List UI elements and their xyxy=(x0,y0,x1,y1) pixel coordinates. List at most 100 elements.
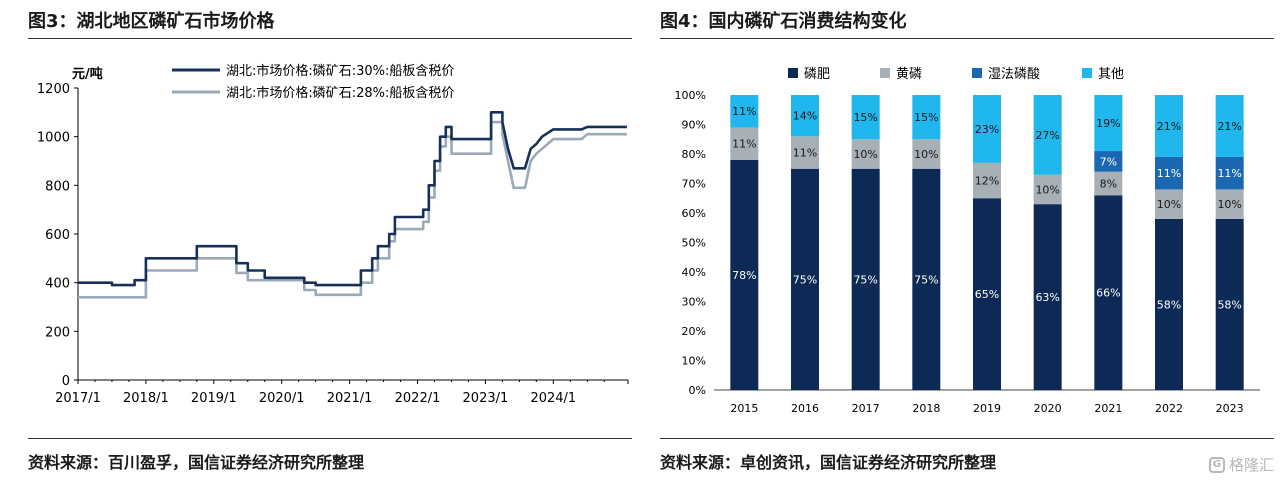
bar-segment xyxy=(973,198,1001,390)
data-label: 75% xyxy=(853,273,877,286)
bar-segment xyxy=(1215,156,1244,190)
bar-segment xyxy=(1033,95,1062,175)
y-tick-label: 90% xyxy=(682,119,706,132)
x-tick-label: 2019 xyxy=(973,402,1001,415)
legend-label: 黄磷 xyxy=(896,67,922,82)
data-label: 14% xyxy=(793,110,817,123)
y-tick-label: 600 xyxy=(45,228,70,243)
bar-segment xyxy=(851,139,880,169)
legend-label: 湖北:市场价格:磷矿石:30%:船板含税价 xyxy=(226,63,454,79)
bar-chart-source: 资料来源：卓创资讯，国信证券经济研究所整理 xyxy=(660,438,1274,473)
data-label: 12% xyxy=(975,175,999,188)
x-tick-label: 2023 xyxy=(1216,402,1244,415)
x-tick-label: 2021/1 xyxy=(327,391,373,406)
data-label: 21% xyxy=(1217,120,1241,133)
bar-chart-title: 图4：国内磷矿石消费结构变化 xyxy=(660,0,1274,39)
bar-segment xyxy=(1215,218,1244,390)
bar-segment xyxy=(1215,95,1244,157)
y-tick-label: 30% xyxy=(682,296,706,309)
legend-swatch xyxy=(1082,68,1092,78)
bar-segment xyxy=(791,168,819,390)
data-label: 58% xyxy=(1157,298,1181,311)
bar-segment xyxy=(791,95,819,137)
bar-segment xyxy=(1215,189,1244,219)
x-tick-label: 2016 xyxy=(791,402,819,415)
bar-segment xyxy=(1094,195,1123,390)
bar-segment xyxy=(1155,95,1183,157)
legend-swatch xyxy=(972,68,982,78)
bar-segment xyxy=(730,127,759,160)
watermark-text: 格隆汇 xyxy=(1228,456,1274,474)
y-tick-label: 0 xyxy=(62,374,70,389)
y-tick-label: 50% xyxy=(682,237,706,250)
bar-segment xyxy=(912,95,941,140)
data-label: 10% xyxy=(853,148,877,161)
bar-segment xyxy=(1094,95,1123,152)
y-tick-label: 20% xyxy=(682,325,706,338)
y-tick-label: 60% xyxy=(682,207,706,220)
bar-segment xyxy=(973,95,1001,163)
bar-segment xyxy=(1094,171,1123,196)
data-label: 66% xyxy=(1096,287,1120,300)
series-line-30pct xyxy=(78,111,627,287)
series-line-28pct xyxy=(78,120,627,299)
data-label: 11% xyxy=(732,105,756,118)
legend-swatch xyxy=(880,68,890,78)
line-chart-panel: 图3：湖北地区磷矿石市场价格 0 200 400 600 800 1000 1200 2017… xyxy=(28,0,632,472)
data-label: 78% xyxy=(732,269,756,282)
x-tick-label: 2020/1 xyxy=(259,391,305,406)
line-chart: 0 200 400 600 800 1000 1200 2017/1 2018/1 2019/1 2… xyxy=(37,63,629,406)
y-unit-label: 元/吨 xyxy=(72,66,103,82)
x-tick-label: 2018 xyxy=(912,402,940,415)
bar-segment xyxy=(1033,174,1062,205)
legend-label: 湿法磷酸 xyxy=(988,67,1040,82)
bar-segment xyxy=(912,168,941,390)
x-tick-label: 2020 xyxy=(1034,402,1062,415)
legend-swatch xyxy=(788,68,798,78)
data-label: 11% xyxy=(1217,167,1241,180)
y-tick-label: 200 xyxy=(45,325,70,340)
data-label: 58% xyxy=(1217,298,1241,311)
data-label: 15% xyxy=(853,111,877,124)
bar-segment xyxy=(730,159,759,390)
x-tick-label: 2024/1 xyxy=(530,391,576,406)
bar-segment xyxy=(1033,204,1062,390)
data-label: 23% xyxy=(975,123,999,136)
y-tick-label: 10% xyxy=(682,355,706,368)
bar-segment xyxy=(973,162,1001,199)
x-tick-label: 2022/1 xyxy=(395,391,441,406)
x-tick-label: 2017 xyxy=(852,402,880,415)
bar-segment xyxy=(791,136,819,169)
data-label: 19% xyxy=(1096,117,1120,130)
data-label: 11% xyxy=(732,138,756,151)
bar-segment xyxy=(1155,156,1183,190)
y-tick-label: 1200 xyxy=(37,82,70,97)
legend-label: 磷肥 xyxy=(804,67,830,82)
bar-segment xyxy=(1094,151,1123,172)
y-tick-label: 0% xyxy=(689,384,706,397)
bar-segment xyxy=(1155,189,1183,219)
x-tick-label: 2018/1 xyxy=(123,391,169,406)
data-label: 27% xyxy=(1035,129,1059,142)
data-label: 10% xyxy=(1157,198,1181,211)
bar-segment xyxy=(730,95,759,128)
bar-segment xyxy=(851,95,880,140)
data-label: 63% xyxy=(1035,291,1059,304)
y-tick-label: 70% xyxy=(682,178,706,191)
data-label: 75% xyxy=(793,273,817,286)
y-tick-label: 100% xyxy=(675,89,706,102)
data-label: 11% xyxy=(793,147,817,160)
x-tick-label: 2015 xyxy=(730,402,758,415)
y-tick-label: 400 xyxy=(45,277,70,292)
y-tick-label: 40% xyxy=(682,266,706,279)
data-label: 8% xyxy=(1100,178,1117,191)
data-label: 21% xyxy=(1157,120,1181,133)
data-label: 75% xyxy=(914,273,938,286)
watermark: G 格隆汇 xyxy=(1208,454,1274,475)
data-label: 10% xyxy=(914,148,938,161)
data-label: 7% xyxy=(1100,155,1117,168)
y-tick-label: 80% xyxy=(682,148,706,161)
x-tick-label: 2021 xyxy=(1094,402,1122,415)
bar-segment xyxy=(912,139,941,169)
x-tick-label: 2019/1 xyxy=(191,391,237,406)
